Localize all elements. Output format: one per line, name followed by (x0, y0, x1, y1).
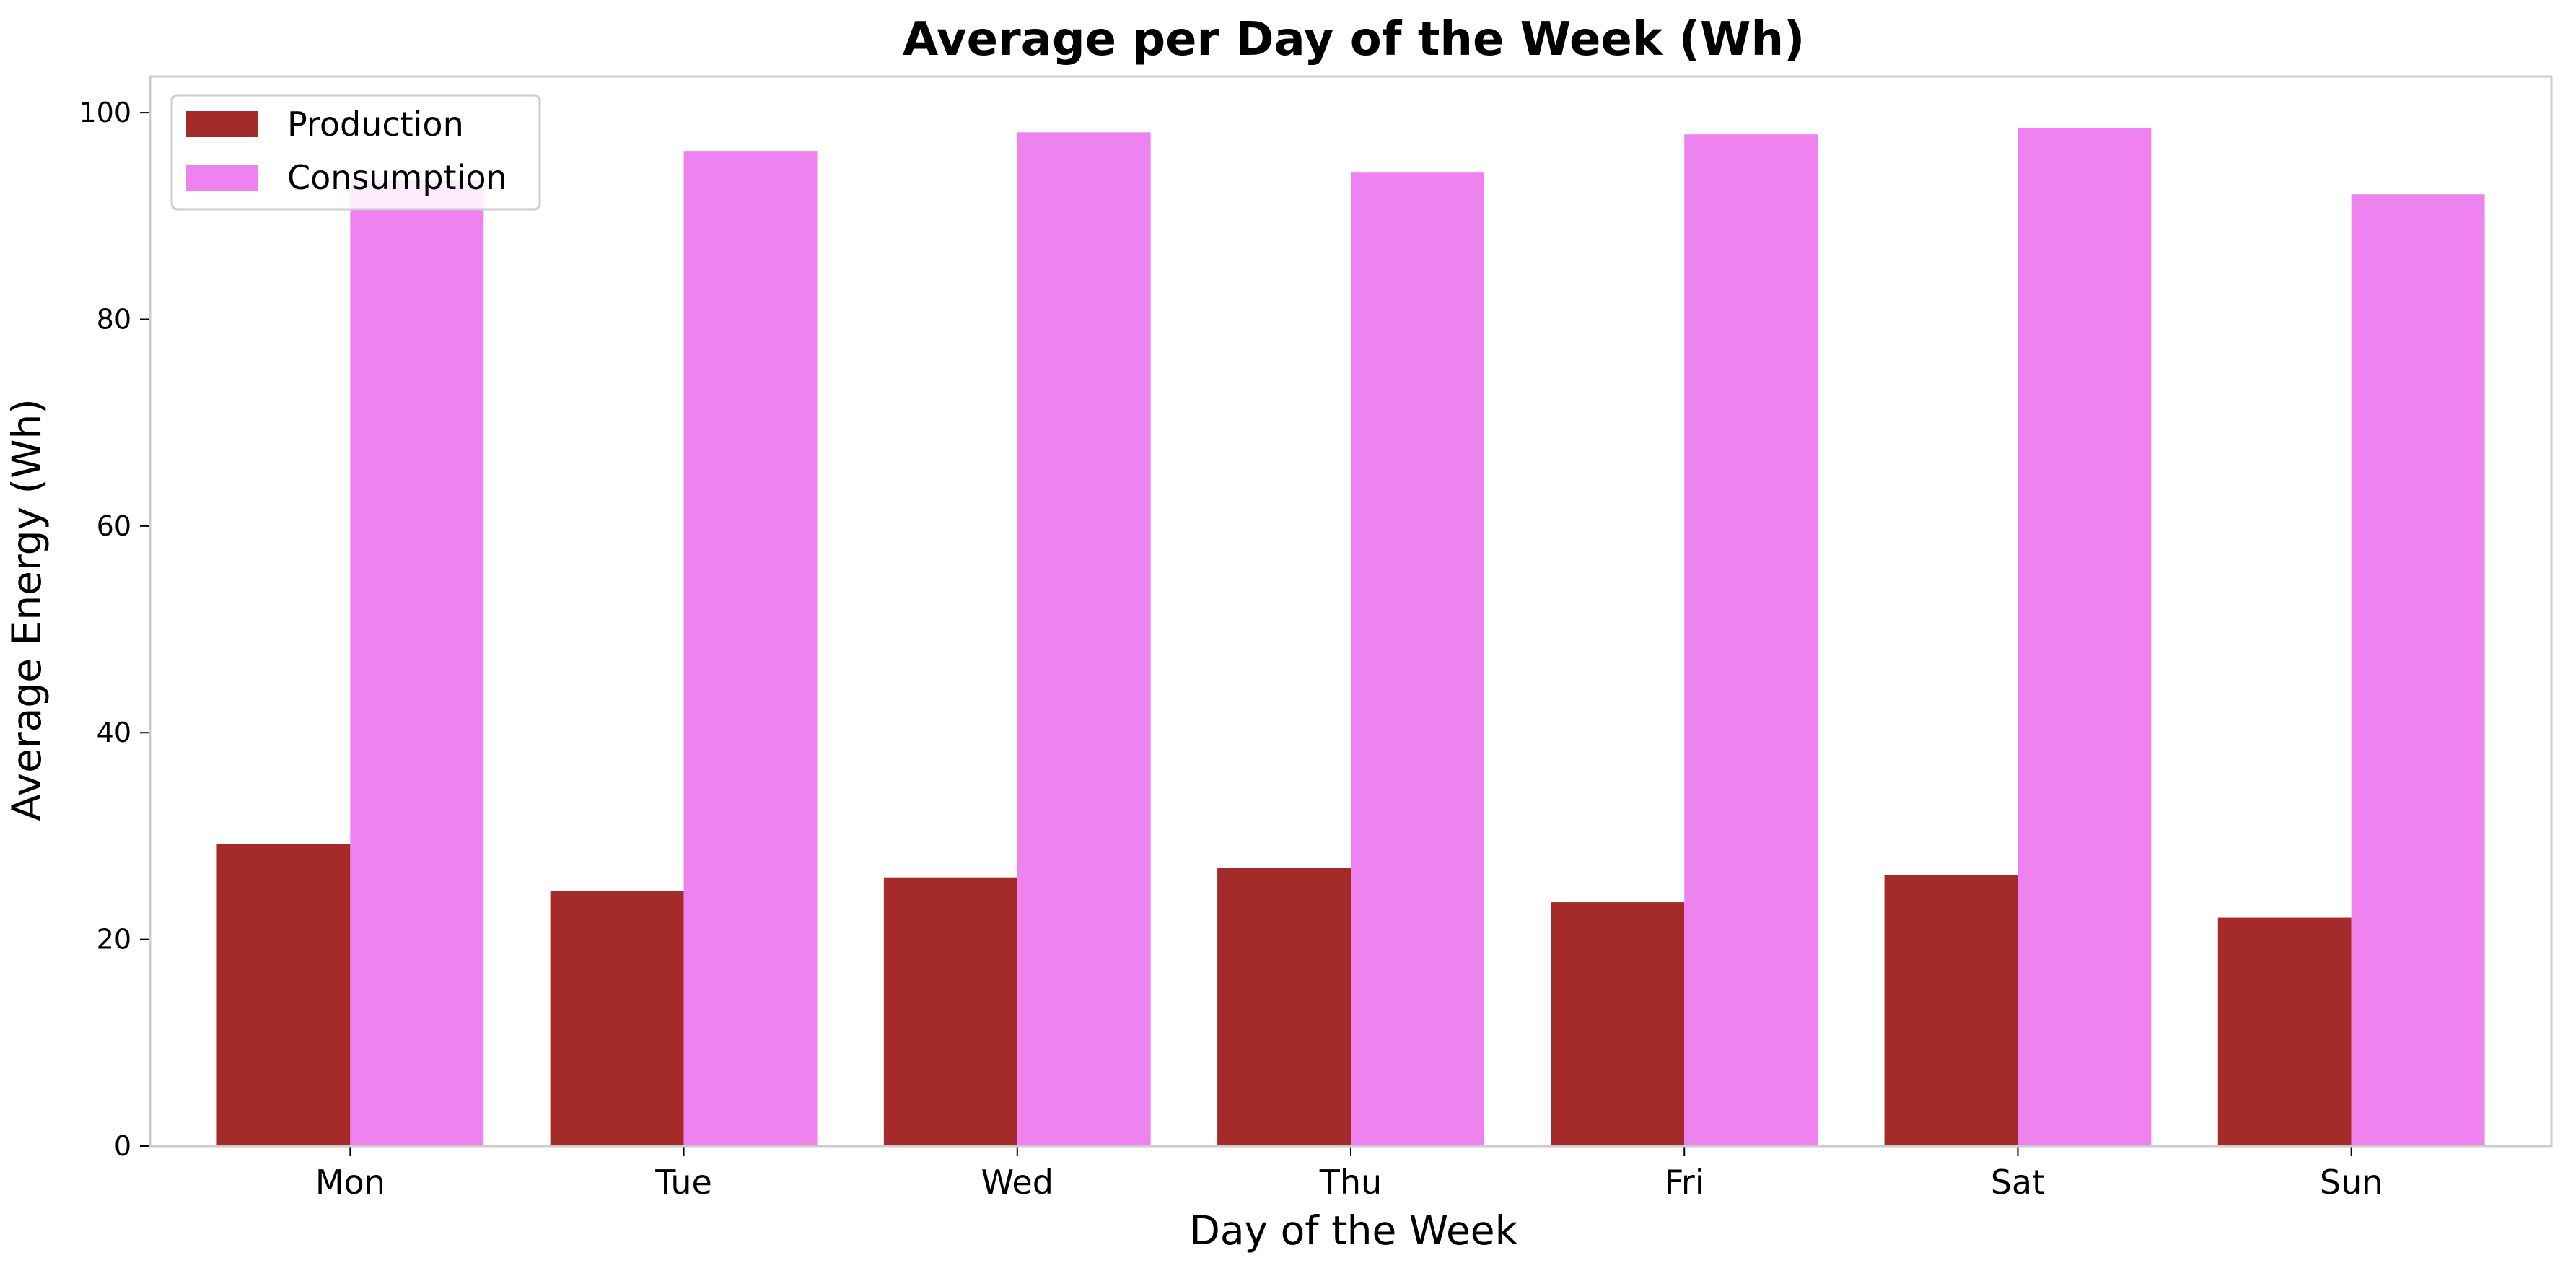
x-tick-label-sun: Sun (2320, 1163, 2383, 1202)
x-tick-label-wed: Wed (981, 1163, 1053, 1202)
bar-production-thu (1217, 868, 1351, 1146)
x-tick-label-thu: Thu (1319, 1163, 1382, 1202)
bar-consumption-mon (350, 180, 484, 1147)
bar-consumption-tue (683, 151, 818, 1147)
x-axis-label: Day of the Week (1189, 1207, 1517, 1254)
x-axis: Mon Tue Wed Thu Fri Sat Sun (315, 1146, 2383, 1202)
bar-consumption-sat (2018, 128, 2152, 1147)
y-tick-label-80: 80 (97, 303, 131, 335)
y-tick-label-60: 60 (97, 510, 131, 542)
bar-consumption-fri (1684, 134, 1818, 1147)
legend-label-consumption: Consumption (287, 158, 507, 197)
y-axis: 0 20 40 60 80 100 (79, 97, 150, 1162)
bar-production-wed (883, 877, 1017, 1146)
legend-box (170, 94, 541, 211)
x-tick-label-fri: Fri (1665, 1163, 1704, 1202)
bar-consumption-wed (1017, 132, 1151, 1146)
bar-production-tue (550, 891, 684, 1146)
bar-production-sun (2217, 917, 2352, 1146)
legend-label-production: Production (287, 105, 464, 144)
chart-title: Average per Day of the Week (Wh) (903, 13, 1805, 66)
bars-layer (216, 128, 2485, 1147)
legend-swatch-production (186, 111, 258, 137)
y-tick-label-100: 100 (79, 97, 131, 128)
y-tick-label-40: 40 (97, 717, 131, 748)
x-tick-label-tue: Tue (654, 1163, 712, 1202)
bar-production-fri (1551, 902, 1685, 1146)
y-tick-label-0: 0 (114, 1130, 131, 1162)
bar-consumption-thu (1351, 172, 1484, 1146)
bar-production-mon (216, 844, 351, 1146)
legend-swatch-consumption (186, 165, 258, 191)
y-axis-label: Average Energy (Wh) (4, 398, 50, 821)
legend: Production Consumption (170, 94, 541, 211)
bar-consumption-sun (2351, 194, 2485, 1147)
x-tick-label-mon: Mon (315, 1163, 385, 1202)
y-tick-label-20: 20 (97, 924, 131, 956)
x-tick-label-sat: Sat (1991, 1163, 2045, 1202)
bar-production-sat (1884, 875, 2018, 1146)
plot-frame (149, 75, 2553, 1148)
